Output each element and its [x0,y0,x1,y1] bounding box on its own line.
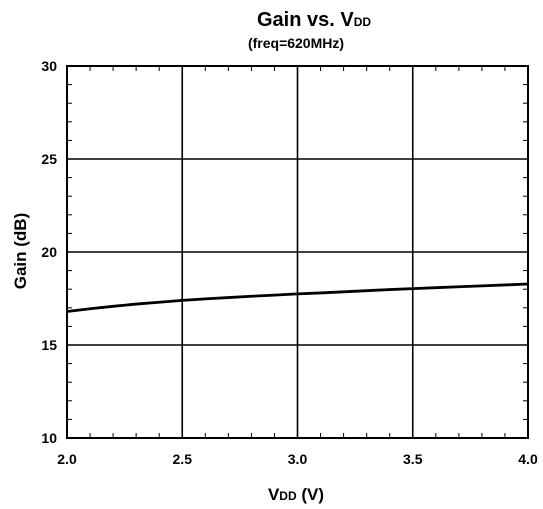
x-tick-label-3: 3.5 [403,451,423,467]
x-axis-title-unit-text: (V) [301,485,324,504]
x-tick-label-0: 2.0 [57,451,77,467]
x-tick-label-1: 2.5 [173,451,193,467]
y-tick-label-4: 30 [41,58,57,74]
x-axis-title: VDD (V) [268,485,324,504]
chart-title-main: Gain vs. V [257,9,354,31]
y-tick-label-3: 25 [41,151,57,167]
chart-subtitle: (freq=620MHz) [248,35,344,51]
chart-title: Gain vs. VDD [257,9,371,31]
x-axis-title-main: V [268,485,280,504]
y-tick-label-0: 10 [41,430,57,446]
y-tick-label-2: 20 [41,244,57,260]
x-axis-title-subscript: DD [279,489,297,503]
series-line-0 [66,282,529,313]
chart-title-subscript: DD [354,15,372,29]
x-tick-label-2: 3.0 [288,451,308,467]
x-tick-label-4: 4.0 [518,451,538,467]
y-tick-label-1: 15 [41,337,57,353]
y-axis-title: Gain (dB) [11,213,30,290]
plot-frame [66,65,529,439]
plot-area: 2.0 2.5 3.0 3.5 4.0 10 15 20 25 30 [41,58,538,467]
